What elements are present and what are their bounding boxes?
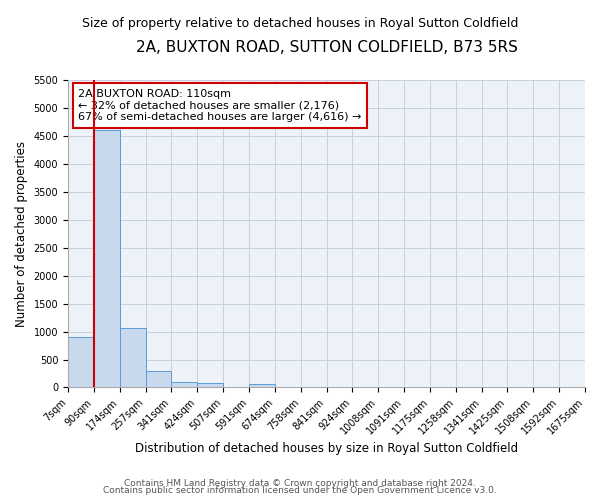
Text: Contains HM Land Registry data © Crown copyright and database right 2024.: Contains HM Land Registry data © Crown c… <box>124 478 476 488</box>
Bar <box>249 384 275 388</box>
Bar <box>120 328 146 388</box>
Title: 2A, BUXTON ROAD, SUTTON COLDFIELD, B73 5RS: 2A, BUXTON ROAD, SUTTON COLDFIELD, B73 5… <box>136 40 517 55</box>
Bar <box>197 383 223 388</box>
Y-axis label: Number of detached properties: Number of detached properties <box>15 140 28 326</box>
X-axis label: Distribution of detached houses by size in Royal Sutton Coldfield: Distribution of detached houses by size … <box>135 442 518 455</box>
Text: 2A BUXTON ROAD: 110sqm
← 32% of detached houses are smaller (2,176)
67% of semi-: 2A BUXTON ROAD: 110sqm ← 32% of detached… <box>79 89 362 122</box>
Bar <box>146 370 172 388</box>
Bar <box>172 382 197 388</box>
Text: Size of property relative to detached houses in Royal Sutton Coldfield: Size of property relative to detached ho… <box>82 18 518 30</box>
Text: Contains public sector information licensed under the Open Government Licence v3: Contains public sector information licen… <box>103 486 497 495</box>
Bar <box>94 130 120 388</box>
Bar <box>68 337 94 388</box>
